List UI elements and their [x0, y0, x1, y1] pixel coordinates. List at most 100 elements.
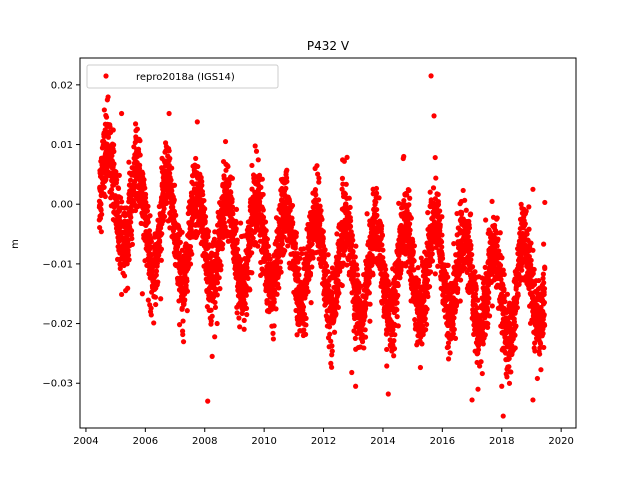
data-point: [202, 214, 209, 220]
chart-title: P432 V: [307, 39, 350, 53]
data-point: [305, 288, 311, 295]
data-point: [530, 186, 536, 192]
data-point: [353, 243, 359, 249]
data-point: [425, 293, 431, 300]
data-point: [98, 207, 104, 213]
data-point: [97, 224, 103, 231]
data-point: [205, 398, 211, 404]
data-point: [325, 252, 331, 258]
data-point: [168, 177, 174, 183]
data-point: [411, 243, 417, 249]
data-point: [255, 157, 261, 163]
data-point: [373, 199, 379, 205]
data-point: [255, 243, 261, 249]
data-point: [514, 305, 520, 311]
data-point: [541, 241, 547, 247]
data-point: [480, 341, 486, 347]
data-point: [437, 208, 443, 214]
data-point: [422, 316, 428, 322]
data-point: [201, 197, 207, 204]
data-point: [296, 266, 302, 272]
data-point: [439, 255, 446, 261]
data-point: [118, 110, 125, 117]
data-point: [260, 207, 266, 213]
y-tick-label: −0.01: [42, 259, 73, 270]
data-point: [164, 199, 170, 206]
data-point: [212, 304, 219, 311]
data-point: [153, 272, 159, 278]
data-point: [407, 227, 413, 233]
data-point: [152, 294, 159, 300]
data-point: [229, 204, 236, 210]
data-point: [218, 267, 224, 273]
data-point: [469, 264, 476, 270]
data-point: [407, 195, 413, 201]
data-point: [362, 334, 369, 340]
data-point: [226, 181, 232, 187]
data-point: [98, 229, 104, 235]
data-point: [166, 148, 172, 154]
data-point: [193, 155, 199, 162]
data-point: [129, 235, 135, 242]
data-point: [427, 189, 433, 195]
data-point: [194, 119, 200, 125]
data-point: [541, 280, 547, 286]
data-point: [157, 239, 163, 245]
data-point: [271, 299, 277, 305]
data-point: [501, 286, 507, 292]
data-point: [264, 236, 270, 242]
data-point: [355, 272, 361, 278]
data-point: [512, 332, 518, 338]
data-point: [484, 307, 491, 313]
data-point: [243, 292, 249, 298]
data-point: [438, 239, 445, 245]
data-point: [433, 175, 439, 181]
data-point: [145, 203, 151, 209]
data-point: [171, 182, 178, 188]
data-point: [250, 235, 256, 241]
data-point: [259, 176, 265, 182]
data-point: [486, 313, 493, 319]
data-point: [445, 262, 451, 268]
data-point: [284, 167, 290, 173]
data-point: [217, 286, 223, 292]
data-point: [147, 232, 153, 239]
data-point: [406, 187, 412, 194]
data-point: [407, 221, 413, 227]
data-point: [169, 188, 175, 194]
data-point: [506, 364, 512, 370]
data-point: [105, 134, 112, 140]
data-point: [528, 257, 534, 263]
data-point: [349, 232, 355, 238]
data-point: [352, 254, 358, 260]
data-point: [229, 175, 236, 181]
data-point: [161, 213, 168, 220]
data-point: [101, 184, 107, 190]
data-point: [347, 224, 354, 230]
data-point: [526, 226, 532, 232]
data-point: [323, 263, 330, 269]
x-tick-label: 2010: [251, 436, 276, 447]
y-tick-label: −0.03: [42, 379, 73, 390]
data-point: [468, 257, 474, 263]
data-point: [395, 323, 401, 329]
data-point: [537, 351, 543, 357]
data-point: [199, 178, 205, 185]
data-point: [109, 153, 115, 159]
y-axis-label: m: [10, 239, 21, 249]
data-point: [350, 237, 356, 243]
data-point: [289, 202, 296, 209]
data-point: [141, 177, 147, 183]
data-point: [274, 291, 280, 297]
data-point: [145, 219, 151, 225]
data-point: [419, 341, 425, 347]
data-point: [508, 369, 514, 375]
data-point: [303, 315, 309, 321]
data-point: [494, 243, 500, 249]
data-point: [538, 367, 544, 373]
data-point: [117, 265, 123, 272]
data-point: [495, 236, 501, 242]
data-point: [318, 208, 324, 214]
data-point: [144, 208, 151, 214]
data-point: [217, 258, 223, 264]
